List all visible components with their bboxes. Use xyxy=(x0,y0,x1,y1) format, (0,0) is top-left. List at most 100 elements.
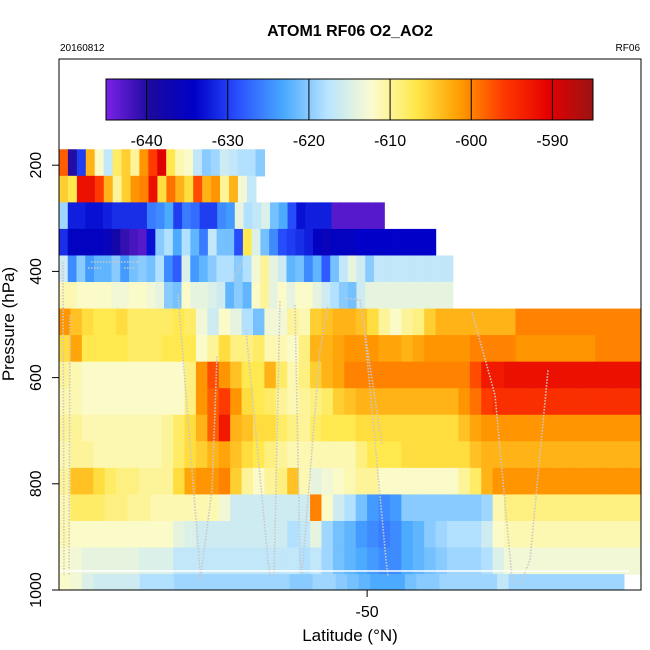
heatmap-cell xyxy=(138,467,151,496)
heatmap-cell xyxy=(424,467,437,496)
heatmap-cell xyxy=(150,441,163,469)
heatmap-cell xyxy=(629,361,641,389)
heatmap-cell xyxy=(230,520,243,549)
heatmap-cell xyxy=(435,388,448,416)
heatmap-cell xyxy=(199,228,209,257)
heatmap-cell xyxy=(277,282,288,310)
heatmap-cell xyxy=(515,441,528,469)
heatmap-cell xyxy=(230,547,243,575)
date-label: 20160812 xyxy=(60,43,105,54)
heatmap-cell xyxy=(81,335,94,363)
heatmap-cell xyxy=(184,467,197,496)
heatmap-cell xyxy=(116,441,129,469)
heatmap-cell xyxy=(618,467,631,496)
heatmap-cell xyxy=(148,175,159,203)
heatmap-cell xyxy=(234,228,244,257)
heatmap-cell xyxy=(330,255,340,283)
heatmap-cell xyxy=(538,547,551,575)
heatmap-cell xyxy=(408,255,419,283)
heatmap-cell xyxy=(549,388,562,416)
heatmap-cell xyxy=(504,441,517,469)
heatmap-cell xyxy=(458,414,471,442)
heatmap-cell xyxy=(629,414,641,442)
heatmap-cell xyxy=(253,547,266,575)
heatmap-cell xyxy=(184,520,197,549)
heatmap-cell xyxy=(59,361,72,389)
heatmap-cell xyxy=(94,202,104,230)
heatmap-cell xyxy=(504,520,517,549)
heatmap-cell xyxy=(269,202,280,230)
heatmap-cell xyxy=(426,255,436,283)
heatmap-cell xyxy=(195,520,208,549)
heatmap-cell xyxy=(391,228,402,257)
heatmap-cell xyxy=(211,175,221,203)
heatmap-cell xyxy=(481,547,494,575)
heatmap-cell xyxy=(401,547,414,575)
heatmap-cell xyxy=(618,388,631,416)
heatmap-cell xyxy=(367,335,380,363)
heatmap-cell xyxy=(139,574,152,590)
heatmap-cell xyxy=(164,228,174,257)
heatmap-cell xyxy=(218,414,231,442)
heatmap-cell xyxy=(116,494,129,522)
heatmap-cell xyxy=(253,414,266,442)
heatmap-cell xyxy=(344,414,357,442)
heatmap-cell xyxy=(424,494,437,522)
flight-label: RF06 xyxy=(616,43,641,54)
heatmap-cell xyxy=(138,202,148,230)
heatmap-cells xyxy=(59,149,641,590)
heatmap-cell xyxy=(367,467,380,496)
heatmap-cell xyxy=(76,228,86,257)
heatmap-cell xyxy=(70,414,83,442)
heatmap-cell xyxy=(94,255,104,283)
heatmap-cell xyxy=(150,520,163,549)
heatmap-cell xyxy=(193,175,203,203)
colorbar-ticks: -640 -630 -620 -610 -600 -590 xyxy=(131,79,569,150)
heatmap-cell xyxy=(59,467,72,496)
heatmap-cell xyxy=(220,574,233,590)
heatmap-cell xyxy=(173,361,186,389)
heatmap-cell xyxy=(481,308,494,336)
heatmap-cell xyxy=(128,574,141,590)
heatmap-cell xyxy=(275,441,288,469)
heatmap-cell xyxy=(469,467,482,496)
heatmap-cell xyxy=(59,441,72,469)
heatmap-cell xyxy=(207,494,220,522)
heatmap-cell xyxy=(629,467,641,496)
heatmap-cell xyxy=(230,494,243,522)
heatmap-cell xyxy=(151,574,164,590)
heatmap-cell xyxy=(243,574,256,590)
heatmap-cell xyxy=(538,414,551,442)
heatmap-cell xyxy=(102,228,113,257)
heatmap-cell xyxy=(81,547,94,575)
heatmap-cell xyxy=(81,388,94,416)
heatmap-cell xyxy=(266,574,279,590)
heatmap-cell xyxy=(566,574,579,590)
heatmap-cell xyxy=(217,202,227,230)
heatmap-cell xyxy=(629,308,641,336)
heatmap-cell xyxy=(185,574,198,590)
heatmap-cell xyxy=(401,520,414,549)
heatmap-cell xyxy=(561,494,574,522)
heatmap-cell xyxy=(253,520,266,549)
heatmap-cell xyxy=(313,202,324,230)
heatmap-cell xyxy=(344,494,357,522)
heatmap-cell xyxy=(278,202,289,230)
heatmap-cell xyxy=(184,308,197,336)
heatmap-cell xyxy=(286,228,297,257)
heatmap-cell xyxy=(572,414,585,442)
heatmap-cell xyxy=(409,228,419,257)
heatmap-cell xyxy=(561,414,574,442)
heatmap-cell xyxy=(246,149,257,177)
heatmap-cell xyxy=(130,149,140,177)
heatmap-cell xyxy=(150,335,163,363)
heatmap-cell xyxy=(208,202,218,230)
heatmap-cell xyxy=(67,228,78,257)
heatmap-cell xyxy=(435,361,448,389)
heatmap-cell xyxy=(216,255,226,283)
heatmap-cell xyxy=(416,574,429,590)
flight-track-segment xyxy=(231,261,281,577)
heatmap-cell xyxy=(424,414,437,442)
heatmap-cell xyxy=(287,441,300,469)
heatmap-cell xyxy=(389,361,402,389)
